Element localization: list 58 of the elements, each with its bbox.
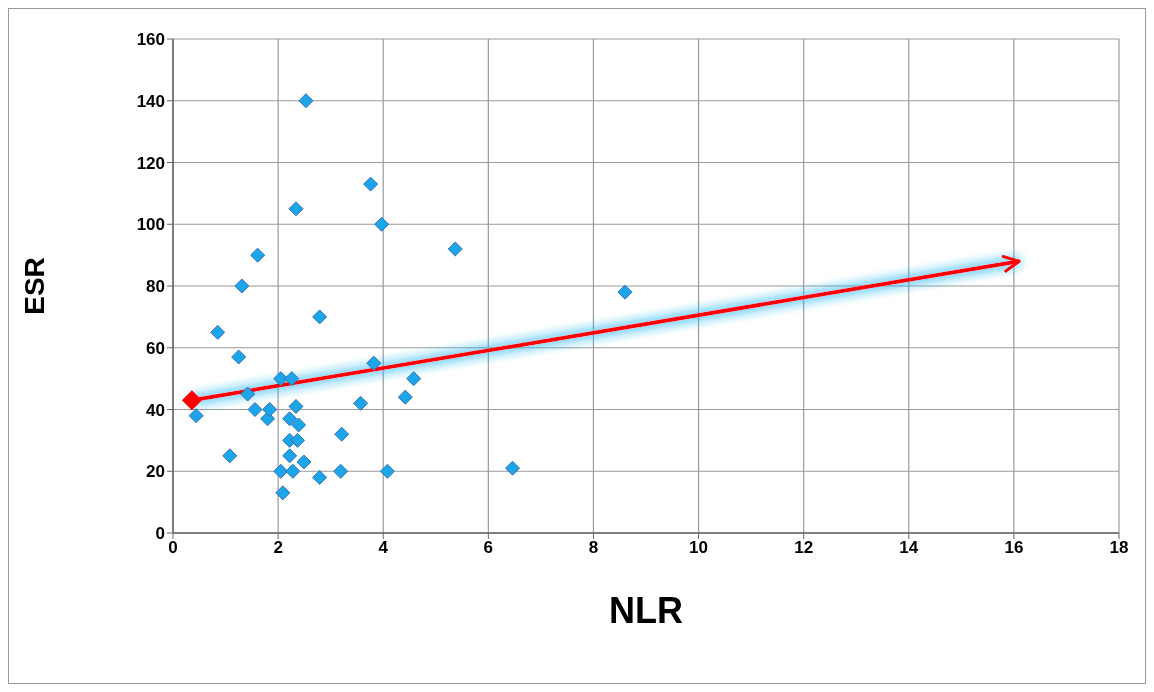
- point: [296, 454, 312, 470]
- point: [447, 241, 463, 257]
- point: [273, 371, 289, 387]
- point: [181, 390, 202, 411]
- point: [397, 389, 413, 405]
- x-tick-label: 8: [588, 538, 599, 558]
- point: [240, 386, 256, 402]
- point: [231, 349, 247, 365]
- point: [250, 247, 266, 263]
- y-tick-label: 20: [146, 462, 165, 482]
- point: [312, 469, 328, 485]
- y-tick-label: 120: [136, 153, 165, 173]
- point: [379, 463, 395, 479]
- y-tick-label: 160: [136, 30, 165, 50]
- y-tick-label: 100: [136, 215, 165, 235]
- point: [366, 355, 382, 371]
- point: [363, 176, 379, 192]
- x-tick-label: 10: [689, 538, 709, 558]
- x-tick-label: 4: [378, 538, 389, 558]
- x-tick-label: 6: [483, 538, 494, 558]
- point: [291, 417, 307, 433]
- y-tick-label: 0: [155, 524, 165, 544]
- x-tick-label: 14: [899, 538, 919, 558]
- point: [210, 324, 226, 340]
- point: [288, 201, 304, 217]
- point: [505, 460, 521, 476]
- point: [374, 216, 390, 232]
- point: [222, 448, 238, 464]
- point: [234, 278, 250, 294]
- x-tick-label: 18: [1109, 538, 1129, 558]
- point: [353, 395, 369, 411]
- point: [290, 432, 306, 448]
- point: [262, 402, 278, 417]
- y-tick-label: 140: [136, 91, 165, 111]
- point: [188, 408, 204, 424]
- x-tick-label: 16: [1004, 538, 1024, 558]
- point: [285, 463, 301, 479]
- point: [273, 463, 289, 479]
- point: [282, 448, 298, 464]
- y-tick-label: 80: [146, 277, 165, 297]
- point: [282, 411, 298, 427]
- point: [333, 463, 349, 479]
- point: [288, 398, 304, 414]
- x-tick-label: 0: [168, 538, 178, 558]
- point: [247, 402, 263, 417]
- point: [312, 309, 328, 325]
- y-tick-label: 40: [146, 400, 165, 420]
- point: [298, 93, 314, 109]
- y-axis-title: ESR: [18, 257, 50, 315]
- point: [275, 485, 291, 501]
- x-axis-title: NLR: [609, 590, 683, 631]
- x-tick-label: 12: [794, 538, 814, 558]
- x-tick-label: 2: [273, 538, 283, 558]
- point: [284, 371, 300, 387]
- point: [617, 284, 633, 300]
- point: [406, 371, 422, 387]
- point: [334, 426, 350, 442]
- y-tick-label: 60: [146, 338, 165, 358]
